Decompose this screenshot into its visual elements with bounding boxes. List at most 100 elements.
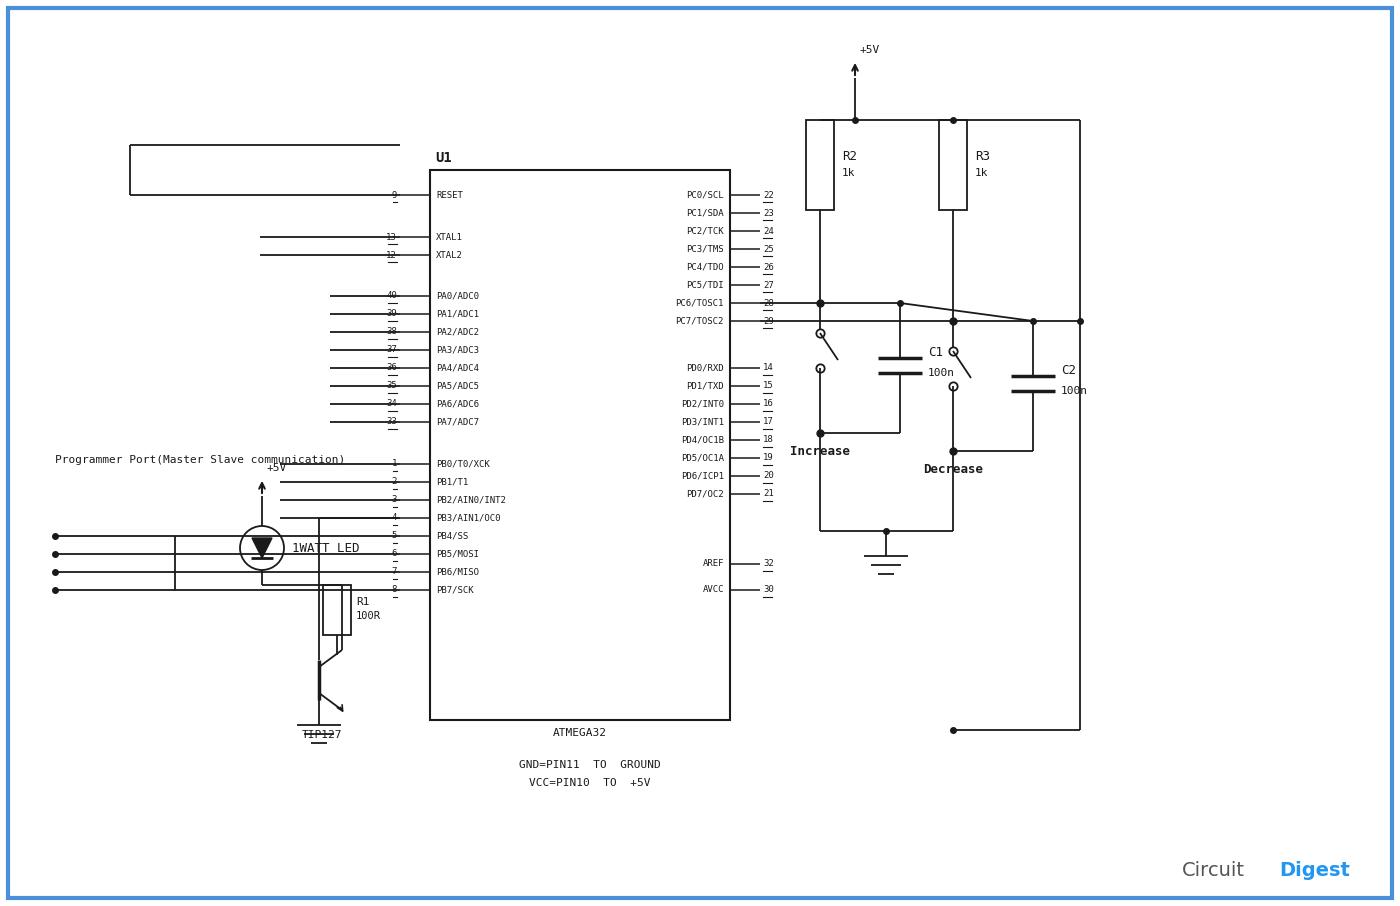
Text: PC0/SCL: PC0/SCL [686,190,724,199]
Text: C1: C1 [928,346,944,360]
Text: 22: 22 [763,190,774,199]
Text: PA4/ADC4: PA4/ADC4 [435,363,479,372]
Text: U1: U1 [435,151,452,165]
Text: GND=PIN11  TO  GROUND: GND=PIN11 TO GROUND [519,760,661,770]
Text: PB3/AIN1/OC0: PB3/AIN1/OC0 [435,514,501,523]
Text: 39: 39 [386,310,398,319]
Text: 23: 23 [763,208,774,217]
Text: 33: 33 [386,418,398,427]
Text: PC2/TCK: PC2/TCK [686,226,724,236]
Text: PD3/INT1: PD3/INT1 [680,418,724,427]
Text: PA7/ADC7: PA7/ADC7 [435,418,479,427]
Text: 15: 15 [763,381,774,390]
Text: 17: 17 [763,418,774,427]
Text: 100n: 100n [928,368,955,378]
Text: 7: 7 [392,567,398,576]
Text: 3: 3 [392,496,398,505]
Text: +5V: +5V [860,45,881,55]
Text: R1: R1 [356,597,370,607]
Text: PB2/AIN0/INT2: PB2/AIN0/INT2 [435,496,505,505]
Text: 32: 32 [763,560,774,568]
Text: PC6/TOSC1: PC6/TOSC1 [676,298,724,307]
Text: PB1/T1: PB1/T1 [435,477,468,487]
Text: PB5/MOSI: PB5/MOSI [435,550,479,558]
Text: Increase: Increase [790,445,850,458]
Bar [939,120,967,210]
Text: TIP127: TIP127 [302,730,343,740]
Text: PA5/ADC5: PA5/ADC5 [435,381,479,390]
Text: 25: 25 [763,245,774,254]
Text: 18: 18 [763,436,774,445]
Text: 38: 38 [386,327,398,336]
Text: PA3/ADC3: PA3/ADC3 [435,345,479,354]
Text: R2: R2 [841,150,857,163]
Text: 30: 30 [763,585,774,594]
Text: 1WATT LED: 1WATT LED [293,542,360,554]
Text: 40: 40 [386,292,398,301]
Text: 2: 2 [392,477,398,487]
Text: PD4/OC1B: PD4/OC1B [680,436,724,445]
Text: PD6/ICP1: PD6/ICP1 [680,471,724,480]
Text: PB7/SCK: PB7/SCK [435,585,473,594]
Text: 37: 37 [386,345,398,354]
Text: ATMEGA32: ATMEGA32 [553,728,608,738]
Text: 20: 20 [763,471,774,480]
Text: PD0/RXD: PD0/RXD [686,363,724,372]
Text: PB6/MISO: PB6/MISO [435,567,479,576]
Text: XTAL2: XTAL2 [435,250,463,259]
Text: PC4/TDO: PC4/TDO [686,263,724,272]
Text: 100R: 100R [356,611,381,621]
Text: 24: 24 [763,226,774,236]
Text: VCC=PIN10  TO  +5V: VCC=PIN10 TO +5V [529,778,651,788]
Text: 9: 9 [392,190,398,199]
Text: Programmer Port(Master Slave communication): Programmer Port(Master Slave communicati… [55,455,346,465]
Text: PA2/ADC2: PA2/ADC2 [435,327,479,336]
Text: PA0/ADC0: PA0/ADC0 [435,292,479,301]
Text: 5: 5 [392,532,398,541]
Text: XTAL1: XTAL1 [435,233,463,242]
Text: PB0/T0/XCK: PB0/T0/XCK [435,459,490,468]
Text: PC7/TOSC2: PC7/TOSC2 [676,316,724,325]
Text: Digest: Digest [1280,861,1350,880]
Text: 6: 6 [392,550,398,558]
Text: 1k: 1k [974,168,988,178]
Bar [323,585,351,635]
Text: C2: C2 [1061,364,1077,378]
Text: Circuit: Circuit [1182,861,1245,880]
Text: 100n: 100n [1061,386,1088,396]
Text: 36: 36 [386,363,398,372]
Text: PB4/SS: PB4/SS [435,532,468,541]
Text: PC5/TDI: PC5/TDI [686,281,724,290]
Text: 16: 16 [763,400,774,409]
Text: 12: 12 [386,250,398,259]
Text: 8: 8 [392,585,398,594]
Text: +5V: +5V [267,463,287,473]
Text: 28: 28 [763,298,774,307]
Text: PC1/SDA: PC1/SDA [686,208,724,217]
Text: 27: 27 [763,281,774,290]
Text: 19: 19 [763,454,774,462]
Bar [806,120,834,210]
Text: PD5/OC1A: PD5/OC1A [680,454,724,462]
Bar [430,170,729,720]
Text: 21: 21 [763,489,774,498]
Text: 1: 1 [392,459,398,468]
Text: PD7/OC2: PD7/OC2 [686,489,724,498]
Text: 1k: 1k [841,168,855,178]
Text: AREF: AREF [703,560,724,568]
Text: PD1/TXD: PD1/TXD [686,381,724,390]
Text: PA6/ADC6: PA6/ADC6 [435,400,479,409]
Text: 35: 35 [386,381,398,390]
Text: Decrease: Decrease [923,463,983,476]
Text: 4: 4 [392,514,398,523]
Text: PD2/INT0: PD2/INT0 [680,400,724,409]
Text: RESET: RESET [435,190,463,199]
Text: 13: 13 [386,233,398,242]
Text: PA1/ADC1: PA1/ADC1 [435,310,479,319]
Polygon shape [252,538,272,558]
Text: 29: 29 [763,316,774,325]
Text: 14: 14 [763,363,774,372]
Text: AVCC: AVCC [703,585,724,594]
Text: 26: 26 [763,263,774,272]
Text: 34: 34 [386,400,398,409]
